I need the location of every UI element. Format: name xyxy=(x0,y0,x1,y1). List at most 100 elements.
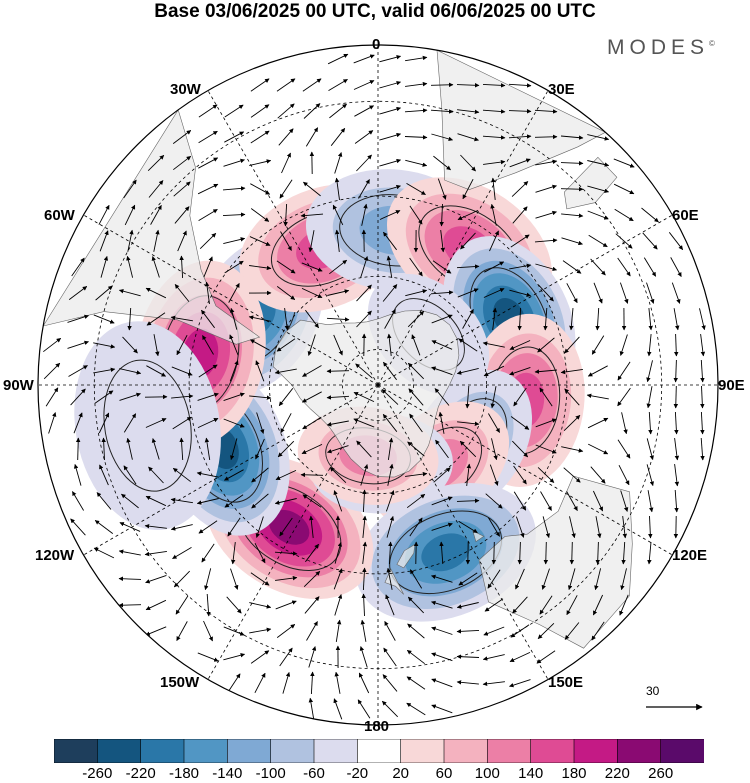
wind-vector xyxy=(482,654,505,661)
wind-vector xyxy=(491,438,498,461)
wind-vector xyxy=(456,264,480,269)
wind-vector xyxy=(618,464,630,486)
wind-vector xyxy=(563,467,581,483)
reference-vector-label: 30 xyxy=(646,684,660,698)
wind-vector xyxy=(515,516,525,538)
wind-vector xyxy=(101,437,106,461)
wind-vector xyxy=(334,229,340,252)
wind-vector xyxy=(124,204,136,226)
wind-vector xyxy=(430,290,454,295)
wind-vector xyxy=(587,160,610,167)
wind-vector xyxy=(301,262,323,272)
wind-vector xyxy=(202,335,214,355)
wind-vector xyxy=(381,700,399,718)
wind-vector xyxy=(146,312,166,326)
wind-vector xyxy=(535,210,557,219)
wind-vector xyxy=(539,595,553,615)
wind-vector xyxy=(592,490,604,512)
wind-vector xyxy=(153,334,160,357)
wind-vector xyxy=(98,204,110,225)
wind-vector xyxy=(646,438,654,461)
wind-vector xyxy=(123,179,137,199)
wind-vector xyxy=(595,541,600,565)
wind-vector xyxy=(98,412,110,434)
colorbar-tick-label: -180 xyxy=(168,765,200,782)
meridian-line xyxy=(377,90,549,386)
wind-vector xyxy=(622,516,628,539)
wind-vector xyxy=(333,698,343,720)
wind-vector xyxy=(406,649,425,665)
wind-vector xyxy=(198,209,218,221)
wind-vector xyxy=(538,284,554,302)
wind-vector xyxy=(179,437,184,461)
wind-vector xyxy=(170,497,193,504)
wind-vector xyxy=(509,263,532,270)
wind-vector xyxy=(431,574,453,583)
wind-vector xyxy=(224,131,245,143)
wind-vector xyxy=(361,203,368,226)
wind-vector xyxy=(593,282,603,304)
wind-vector xyxy=(282,671,291,694)
graticule xyxy=(38,45,718,725)
colorbar-swatch xyxy=(487,739,532,763)
wind-vector xyxy=(564,336,580,354)
wind-vector xyxy=(513,491,527,511)
meridian-line xyxy=(83,384,379,556)
colorbar-tick-label: 220 xyxy=(604,765,630,782)
lon-label-120w: 120W xyxy=(35,547,75,564)
wind-vector xyxy=(409,205,423,225)
wind-vector xyxy=(334,541,343,564)
wind-vector xyxy=(249,627,272,634)
wind-vector xyxy=(72,491,84,511)
wind-vector xyxy=(305,309,319,329)
wind-vector xyxy=(513,465,527,485)
wind-vector xyxy=(534,134,558,140)
wind-vector xyxy=(197,183,219,195)
wind-vector xyxy=(614,208,634,222)
wind-vector xyxy=(566,283,578,304)
wind-vector xyxy=(517,541,522,565)
wind-vector xyxy=(255,516,264,538)
wind-vector xyxy=(385,594,395,616)
wind-vector xyxy=(482,109,506,114)
wind-vector xyxy=(648,308,653,331)
wind-vector xyxy=(543,541,549,565)
wind-vector xyxy=(278,128,294,146)
wind-vector xyxy=(465,385,470,409)
colorbar-swatch xyxy=(97,739,142,763)
wind-vector xyxy=(174,206,190,224)
wind-vector xyxy=(354,105,374,117)
wind-vector xyxy=(197,417,219,429)
wind-vector xyxy=(406,493,426,509)
colorbar-swatch xyxy=(617,739,662,763)
wind-vector xyxy=(150,205,162,225)
wind-vector xyxy=(407,310,425,328)
map-boundary xyxy=(37,44,719,726)
wind-vector xyxy=(73,463,82,486)
wind-vector xyxy=(179,255,184,279)
wind-vector xyxy=(223,653,246,661)
wind-vector xyxy=(254,542,266,564)
wind-vector xyxy=(404,135,428,140)
wind-vector xyxy=(560,186,584,192)
wind-vector xyxy=(510,624,530,638)
colorbar-swatch xyxy=(357,739,402,763)
wind-vector xyxy=(250,78,270,92)
colorbar-swatch xyxy=(227,739,272,763)
wind-vector xyxy=(94,520,114,534)
wind-vector xyxy=(250,650,270,664)
wind-vector xyxy=(509,289,532,297)
wind-vector xyxy=(485,493,503,509)
wind-vector xyxy=(569,308,574,331)
wind-vector xyxy=(360,256,369,278)
colorbar-swatch xyxy=(140,739,185,763)
wind-vector xyxy=(405,159,428,167)
wind-vector xyxy=(230,568,239,590)
lon-label-90e: 90E xyxy=(718,377,745,394)
wind-vector xyxy=(563,414,581,432)
wind-vector xyxy=(100,255,109,278)
meridian-line xyxy=(83,214,379,386)
wind-vector xyxy=(145,574,167,584)
wind-vector xyxy=(534,369,558,374)
wind-vector xyxy=(305,543,319,563)
